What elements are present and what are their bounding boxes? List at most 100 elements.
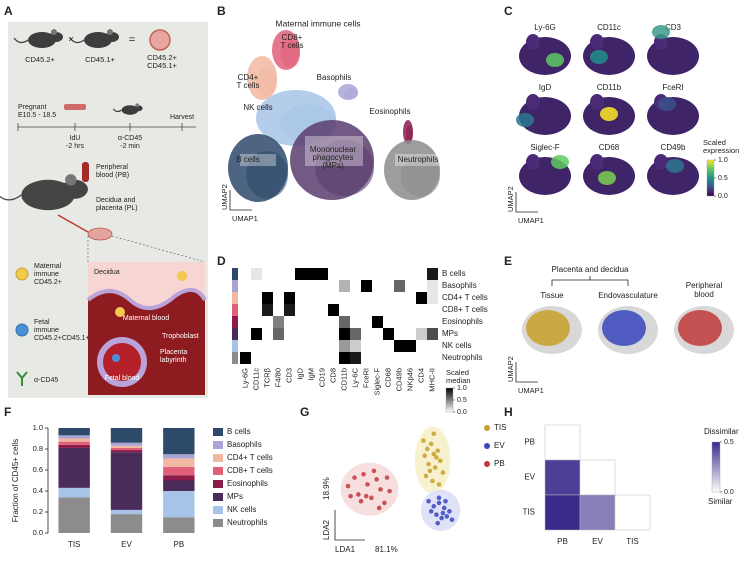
label: × xyxy=(68,35,74,46)
y-tick-label: 0.6 xyxy=(33,465,43,474)
heatmap-cell xyxy=(416,304,427,316)
point xyxy=(348,493,353,499)
point xyxy=(384,475,390,480)
heatmap-cell xyxy=(416,292,427,304)
panel-label: H xyxy=(504,405,513,419)
marker-label: CD68 xyxy=(599,143,620,152)
heatmap-cell xyxy=(240,268,251,280)
heatmap-cell xyxy=(284,352,295,364)
heatmap-cell xyxy=(273,316,284,328)
heatmap-cell xyxy=(383,340,394,352)
heatmap-cell xyxy=(317,316,328,328)
cluster-label: Neutrophils xyxy=(398,155,438,164)
label: placenta (PL) xyxy=(96,205,138,212)
heatmap-cell xyxy=(427,328,438,340)
axis-label: LDA1 xyxy=(335,545,356,554)
point xyxy=(447,509,452,514)
umap-highlight xyxy=(546,53,564,67)
heatmap-cell xyxy=(383,280,394,292)
axis-label: 81.1% xyxy=(375,545,398,554)
heatmap-cell xyxy=(273,328,284,340)
point xyxy=(352,475,357,480)
bar-segment xyxy=(163,475,195,481)
heatmap-cell xyxy=(339,352,350,364)
bar-segment xyxy=(58,487,90,498)
mouse-ear xyxy=(51,29,57,35)
cluster-label: phagocytes xyxy=(313,153,354,162)
bracket xyxy=(551,276,629,286)
heatmap-cell xyxy=(273,304,284,316)
label: -2 hrs xyxy=(66,143,84,150)
umap-cells xyxy=(590,154,604,170)
y-tick-label: 0.0 xyxy=(33,528,43,537)
heatmap-cell xyxy=(284,280,295,292)
heatmap-cell xyxy=(262,316,273,328)
colorbar-tick-label: 0.0 xyxy=(724,489,734,496)
heatmap-cell xyxy=(405,316,416,328)
umap-cells xyxy=(526,154,540,170)
legend-label: CD4+ T cells xyxy=(227,453,273,462)
label: Decidua and xyxy=(96,197,135,204)
heatmap-cell xyxy=(383,304,394,316)
heatmap-cell xyxy=(328,340,339,352)
label: Similar xyxy=(708,497,733,506)
heatmap-cell xyxy=(372,280,383,292)
label: Tissue xyxy=(540,291,564,300)
label: E10.5 - 18.5 xyxy=(18,112,56,119)
heatmap-cell xyxy=(262,268,273,280)
row-color xyxy=(232,292,238,304)
heatmap-cell xyxy=(579,459,616,496)
heatmap-cell xyxy=(350,328,361,340)
colorbar-tick-label: 0.5 xyxy=(724,439,734,446)
point xyxy=(443,498,448,504)
legend-swatch xyxy=(213,467,223,475)
heatmap-cell xyxy=(262,352,273,364)
heatmap-cell xyxy=(262,280,273,292)
label: Pregnant xyxy=(18,104,46,111)
heatmap-cell xyxy=(405,340,416,352)
column-label: IgD xyxy=(295,367,304,379)
syringe xyxy=(64,104,86,110)
column-label: CD11b xyxy=(339,368,348,391)
colorbar-tick-label: 0.0 xyxy=(718,193,728,200)
label: Placenta and decidua xyxy=(552,265,630,274)
umap-highlight xyxy=(590,50,608,64)
point xyxy=(440,510,446,516)
heatmap-cell xyxy=(284,304,295,316)
row-label: Eosinophils xyxy=(442,317,483,326)
heatmap-cell xyxy=(383,268,394,280)
heatmap-cell xyxy=(306,292,317,304)
column-label: MHC-II xyxy=(427,368,436,392)
heatmap-cell xyxy=(295,328,306,340)
axis-label: Fraction of CD45+ cells xyxy=(11,439,20,522)
heatmap-cell xyxy=(394,340,405,352)
row-color xyxy=(232,316,238,328)
heatmap-cell xyxy=(339,268,350,280)
column-label: Ly-6C xyxy=(350,367,359,387)
heatmap-cell xyxy=(416,268,427,280)
label: Fetal xyxy=(34,319,50,326)
heatmap-cell xyxy=(427,340,438,352)
y-tick-label: 0.8 xyxy=(33,444,43,453)
cluster-label: T cells xyxy=(281,41,304,50)
heatmap-cell xyxy=(295,292,306,304)
point xyxy=(434,512,439,518)
legend-label: CD8+ T cells xyxy=(227,466,273,475)
legend-label: B cells xyxy=(227,427,251,436)
heatmap-cell xyxy=(273,352,284,364)
axis-label: UMAP1 xyxy=(518,386,544,395)
row-label: MPs xyxy=(442,329,458,338)
cluster-label: B cells xyxy=(236,155,260,164)
heatmap-cell xyxy=(361,328,372,340)
heatmap-cell xyxy=(306,268,317,280)
panel-label: C xyxy=(504,4,513,18)
umap-cells xyxy=(654,154,668,170)
y-tick-label: 1.0 xyxy=(33,423,43,432)
label: blood xyxy=(694,290,714,299)
heatmap-cell xyxy=(273,292,284,304)
heatmap-cell xyxy=(317,292,328,304)
heatmap-cell xyxy=(284,292,295,304)
heatmap-cell xyxy=(306,352,317,364)
heatmap-cell xyxy=(339,328,350,340)
